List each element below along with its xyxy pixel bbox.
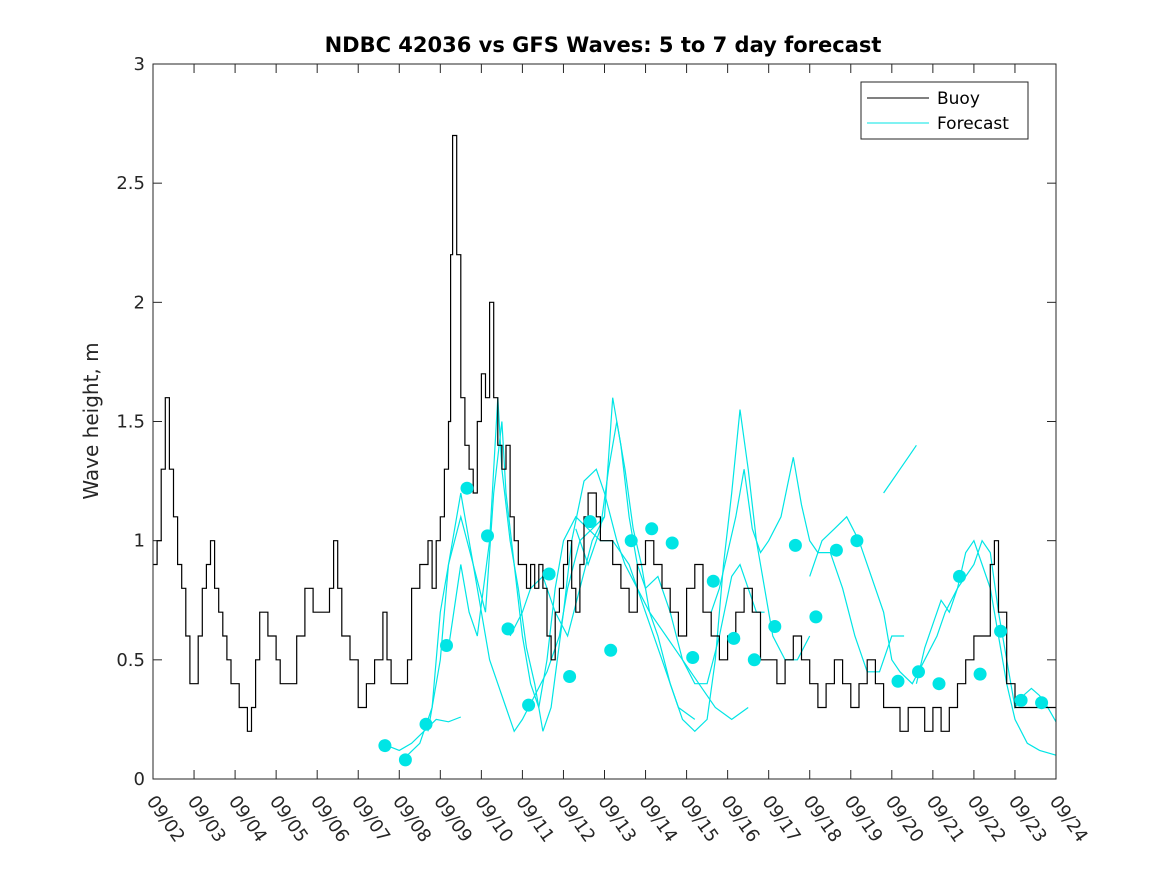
forecast-point — [440, 639, 453, 652]
y-tick-label: 2.5 — [116, 173, 145, 194]
forecast-point — [747, 653, 761, 667]
y-tick-label: 0.5 — [116, 650, 145, 671]
buoy-series — [153, 134, 1056, 732]
forecast-markers — [378, 481, 1049, 767]
forecast-point — [665, 536, 679, 550]
y-tick-label: 2 — [134, 292, 145, 313]
forecast-point — [460, 481, 474, 495]
axes-background — [153, 64, 1056, 779]
y-tick-label: 1.5 — [116, 412, 145, 433]
forecast-point — [829, 543, 843, 557]
forecast-series-line — [710, 457, 905, 673]
forecast-point — [809, 610, 823, 624]
forecast-point — [583, 515, 597, 529]
forecast-point — [932, 677, 946, 691]
forecast-point — [686, 651, 700, 664]
forecast-point — [850, 534, 864, 548]
forecast-point — [973, 667, 987, 681]
forecast-point — [398, 753, 412, 767]
forecast-point — [624, 534, 638, 548]
forecast-point — [522, 698, 536, 712]
forecast-series-line — [447, 397, 749, 732]
axes-frame — [152, 63, 1057, 780]
legend: Buoy Forecast — [860, 81, 1029, 140]
buoy-series-line — [153, 134, 1056, 732]
forecast-point — [378, 739, 392, 753]
forecast-point — [419, 717, 433, 731]
forecast-point — [912, 665, 925, 679]
legend-box — [860, 81, 1029, 140]
forecast-point — [501, 622, 515, 636]
y-tick-label: 3 — [134, 54, 145, 75]
forecast-series-line — [575, 409, 811, 733]
forecast-point — [1035, 696, 1049, 710]
forecast-point — [563, 670, 577, 683]
plot-area: 00.511.522.53 09/0209/0309/0409/0509/060… — [116, 54, 1092, 846]
legend-forecast-label: Forecast — [937, 114, 1009, 134]
y-tick-label: 0 — [134, 769, 145, 790]
forecast-point — [645, 522, 659, 536]
chart-title: NDBC 42036 vs GFS Waves: 5 to 7 day fore… — [325, 33, 882, 57]
forecast-point — [481, 529, 494, 543]
forecast-point — [788, 538, 802, 552]
forecast-point — [994, 624, 1008, 638]
y-axis-label: Wave height, m — [79, 342, 103, 499]
forecast-point — [768, 620, 782, 633]
forecast-point — [542, 567, 556, 581]
forecast-point — [953, 569, 966, 583]
forecast-series-line — [883, 444, 917, 494]
forecast-point — [1014, 693, 1028, 707]
legend-buoy-label: Buoy — [937, 89, 980, 109]
forecast-point — [604, 643, 618, 657]
y-tick-label: 1 — [134, 531, 145, 552]
forecast-point — [727, 631, 741, 645]
forecast-series-line — [915, 539, 1057, 723]
forecast-point — [706, 574, 720, 588]
forecast-point — [891, 674, 905, 688]
